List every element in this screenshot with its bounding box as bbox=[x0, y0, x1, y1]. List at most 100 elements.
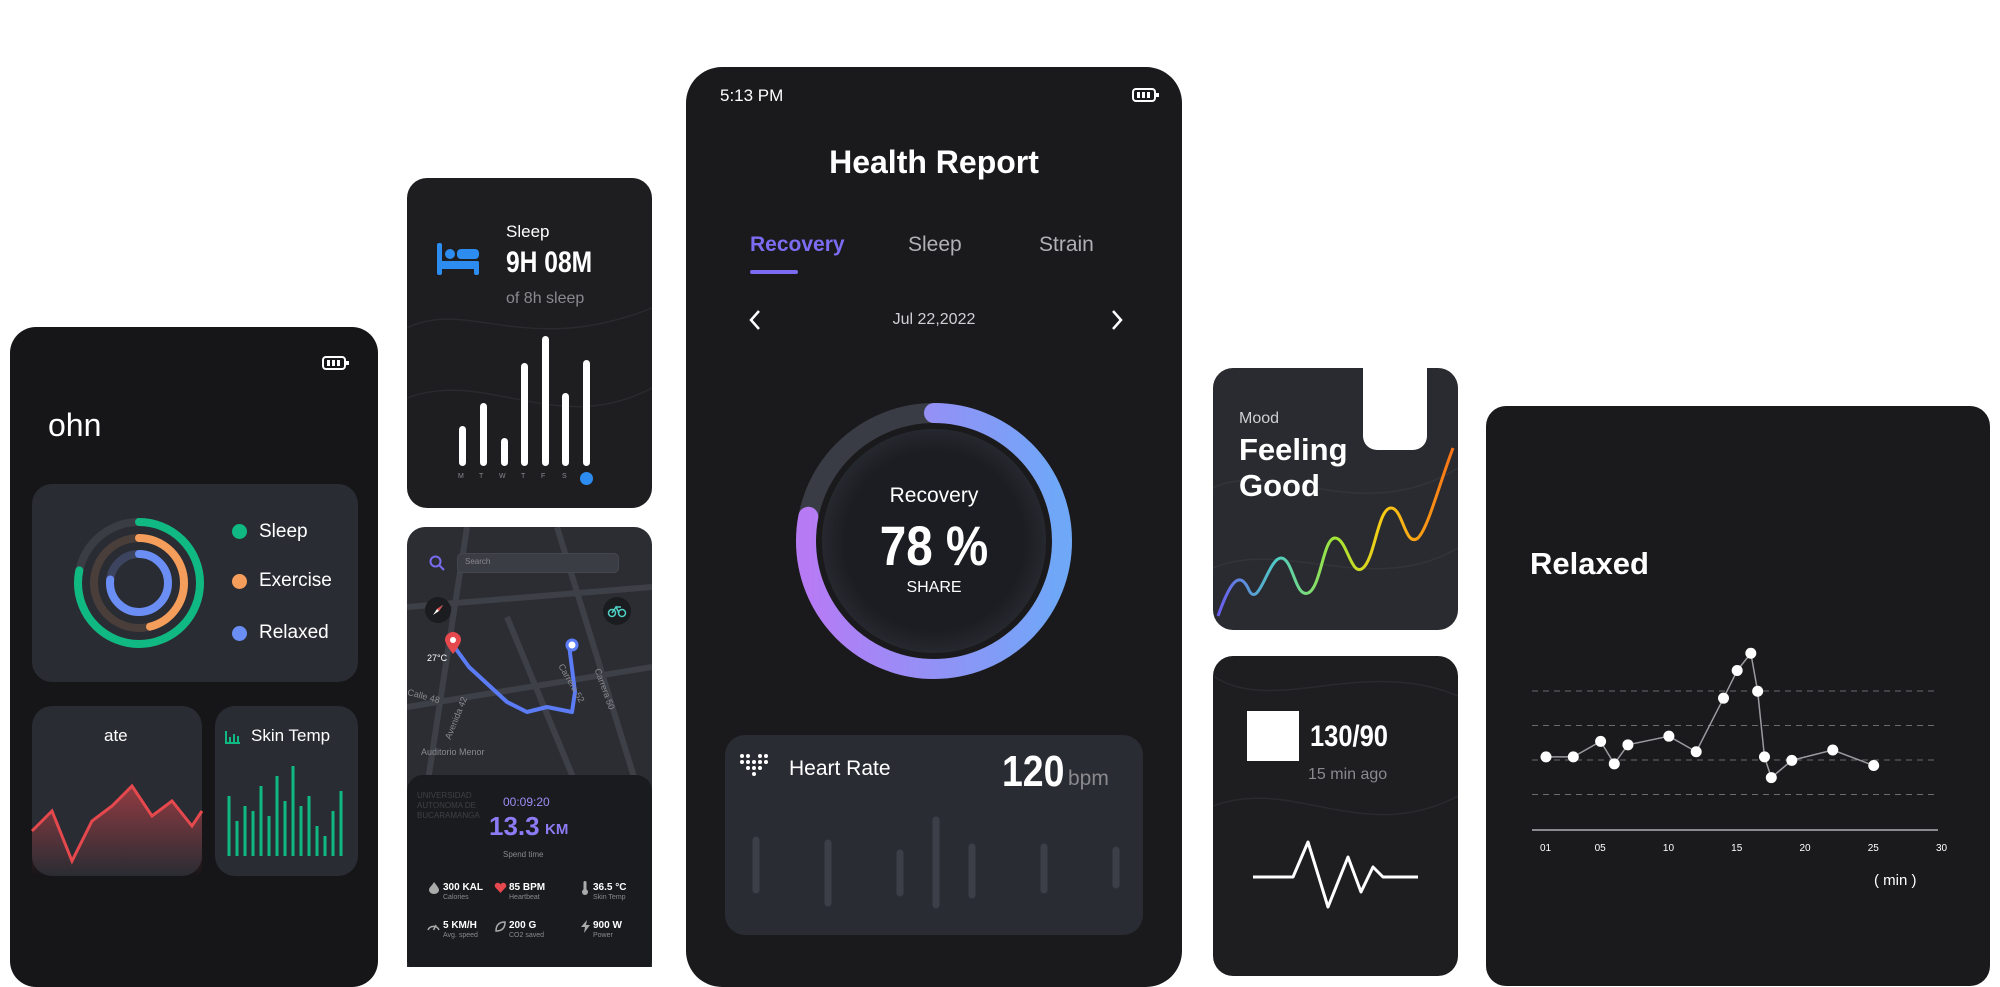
ride-stats-panel: UNIVERSIDAD AUTONOMA DE BUCARAMANGA 00:0… bbox=[407, 775, 652, 967]
battery-icon bbox=[1132, 88, 1159, 102]
ring-label: Recovery bbox=[889, 484, 979, 507]
activity-rings-panel[interactable]: Sleep Exercise Relaxed bbox=[32, 484, 358, 682]
relaxed-point bbox=[1718, 692, 1730, 704]
chevron-right-icon[interactable] bbox=[1110, 309, 1124, 331]
summary-phone: ohn Sleep Exercise Relaxed ate Skin Temp bbox=[10, 327, 378, 987]
day-label: F bbox=[541, 473, 546, 480]
mood-wave bbox=[1216, 447, 1455, 617]
relaxed-series-line bbox=[1546, 651, 1874, 779]
heart-rate-mini-panel[interactable]: ate bbox=[30, 706, 204, 876]
map-card[interactable]: Search 27°C Carrera 50 Avenida 42 Calle … bbox=[407, 527, 652, 967]
bolt-icon bbox=[581, 920, 590, 933]
street-label: Auditorio Menor bbox=[421, 747, 485, 757]
sleep-bar bbox=[501, 438, 508, 466]
x-tick-label: 15 bbox=[1731, 843, 1743, 854]
chart-icon bbox=[225, 731, 240, 744]
heart-rate-value: 120 bbox=[1002, 747, 1065, 796]
relaxed-title: Relaxed bbox=[1530, 546, 1649, 581]
sleep-goal: of 8h sleep bbox=[506, 290, 585, 307]
tab-strain[interactable]: Strain bbox=[1039, 233, 1094, 256]
stat-value: 300 KAL bbox=[443, 882, 484, 893]
status-time: 5:13 PM bbox=[720, 86, 784, 105]
speed-icon bbox=[427, 924, 440, 931]
relaxed-card[interactable]: Relaxed 01 05 10 15 20 25 30 ( min ) bbox=[1486, 406, 1990, 986]
stat-value: 200 G bbox=[509, 920, 537, 931]
pulse-line bbox=[1253, 840, 1418, 909]
relaxed-point bbox=[1595, 735, 1607, 747]
heart-icon bbox=[494, 882, 507, 893]
skin-temp-panel[interactable]: Skin Temp bbox=[215, 706, 358, 876]
tab-sleep[interactable]: Sleep bbox=[908, 233, 962, 256]
sleep-value: 9H 08M bbox=[506, 246, 593, 279]
map-search-input[interactable]: Search bbox=[457, 553, 619, 573]
sleep-bar bbox=[480, 403, 487, 466]
bp-icon bbox=[1247, 711, 1299, 761]
map-search-icon[interactable] bbox=[429, 555, 445, 571]
bike-button[interactable] bbox=[603, 597, 631, 625]
blood-pressure-card[interactable]: 130/90 15 min ago bbox=[1213, 656, 1458, 976]
day-label: T bbox=[479, 473, 484, 480]
sleep-card[interactable]: Sleep 9H 08M of 8h sleep M T W T F S bbox=[407, 178, 652, 508]
date-label: Jul 22,2022 bbox=[892, 311, 976, 328]
today-dot bbox=[580, 472, 593, 485]
skin-temp-title: Skin Temp bbox=[251, 726, 331, 745]
relaxed-point bbox=[1827, 744, 1839, 756]
relaxed-point bbox=[1540, 751, 1552, 763]
recovery-ring bbox=[796, 403, 1072, 679]
x-tick-label: 20 bbox=[1799, 843, 1811, 854]
mood-card[interactable]: 😊 Mood Feeling Good bbox=[1213, 368, 1458, 630]
relaxed-point bbox=[1731, 665, 1743, 677]
sleep-bar bbox=[542, 336, 549, 466]
activity-rings bbox=[74, 518, 204, 648]
emoji-tab bbox=[1363, 368, 1427, 450]
stat-label: Avg. speed bbox=[443, 932, 478, 939]
ride-duration: 00:09:20 bbox=[503, 795, 550, 809]
relaxed-point bbox=[1786, 754, 1798, 766]
stat-label: Calories bbox=[443, 894, 469, 901]
sleep-bar bbox=[562, 393, 569, 466]
legend-dot-sleep bbox=[232, 524, 247, 539]
heart-rate-unit: bpm bbox=[1068, 767, 1109, 790]
x-tick-label: 10 bbox=[1663, 843, 1675, 854]
day-label: W bbox=[499, 473, 506, 480]
relaxed-point bbox=[1663, 730, 1675, 742]
day-label: S bbox=[562, 473, 567, 480]
leaf-icon bbox=[495, 921, 506, 932]
x-tick-label: 30 bbox=[1936, 843, 1948, 854]
bike-icon bbox=[607, 605, 627, 618]
relaxed-x-unit: ( min ) bbox=[1874, 872, 1917, 889]
ride-duration-label: Spend time bbox=[503, 850, 544, 859]
stat-value: 5 KM/H bbox=[443, 920, 477, 931]
user-greeting: ohn bbox=[48, 407, 102, 443]
stat-value: 85 BPM bbox=[509, 882, 546, 893]
mood-emoji: 😊 bbox=[1373, 383, 1415, 427]
battery-icon bbox=[322, 356, 349, 370]
chevron-left-icon[interactable] bbox=[748, 309, 762, 331]
stat-value: 900 W bbox=[593, 920, 622, 931]
stat-value: 36.5 °C bbox=[593, 882, 627, 893]
map-temperature: 27°C bbox=[427, 653, 448, 663]
relaxed-point bbox=[1765, 772, 1777, 784]
legend-dot-exercise bbox=[232, 574, 247, 589]
sleep-bar bbox=[459, 426, 466, 466]
heart-rate-panel[interactable]: Heart Rate 120 bpm bbox=[725, 735, 1143, 935]
relaxed-point bbox=[1868, 760, 1880, 772]
relaxed-point bbox=[1745, 647, 1757, 659]
tab-active-indicator bbox=[750, 270, 798, 274]
compass-button[interactable] bbox=[425, 597, 451, 623]
ride-distance-unit: KM bbox=[545, 821, 569, 838]
relaxed-point bbox=[1752, 685, 1764, 697]
heart-rate-label: Heart Rate bbox=[789, 757, 891, 780]
stat-label: Heartbeat bbox=[509, 894, 540, 901]
stat-label: Skin Temp bbox=[593, 894, 626, 901]
heart-rate-mini-chart bbox=[30, 783, 204, 876]
compass-icon bbox=[433, 605, 443, 615]
flame-icon bbox=[429, 882, 439, 894]
ring-value: 78 % bbox=[879, 514, 989, 577]
heart-rate-mini-title: ate bbox=[104, 726, 128, 745]
x-tick-label: 25 bbox=[1868, 843, 1880, 854]
x-tick-label: 05 bbox=[1595, 843, 1607, 854]
tab-recovery[interactable]: Recovery bbox=[750, 233, 845, 256]
mood-label: Mood bbox=[1239, 410, 1280, 427]
relaxed-point bbox=[1690, 746, 1702, 758]
